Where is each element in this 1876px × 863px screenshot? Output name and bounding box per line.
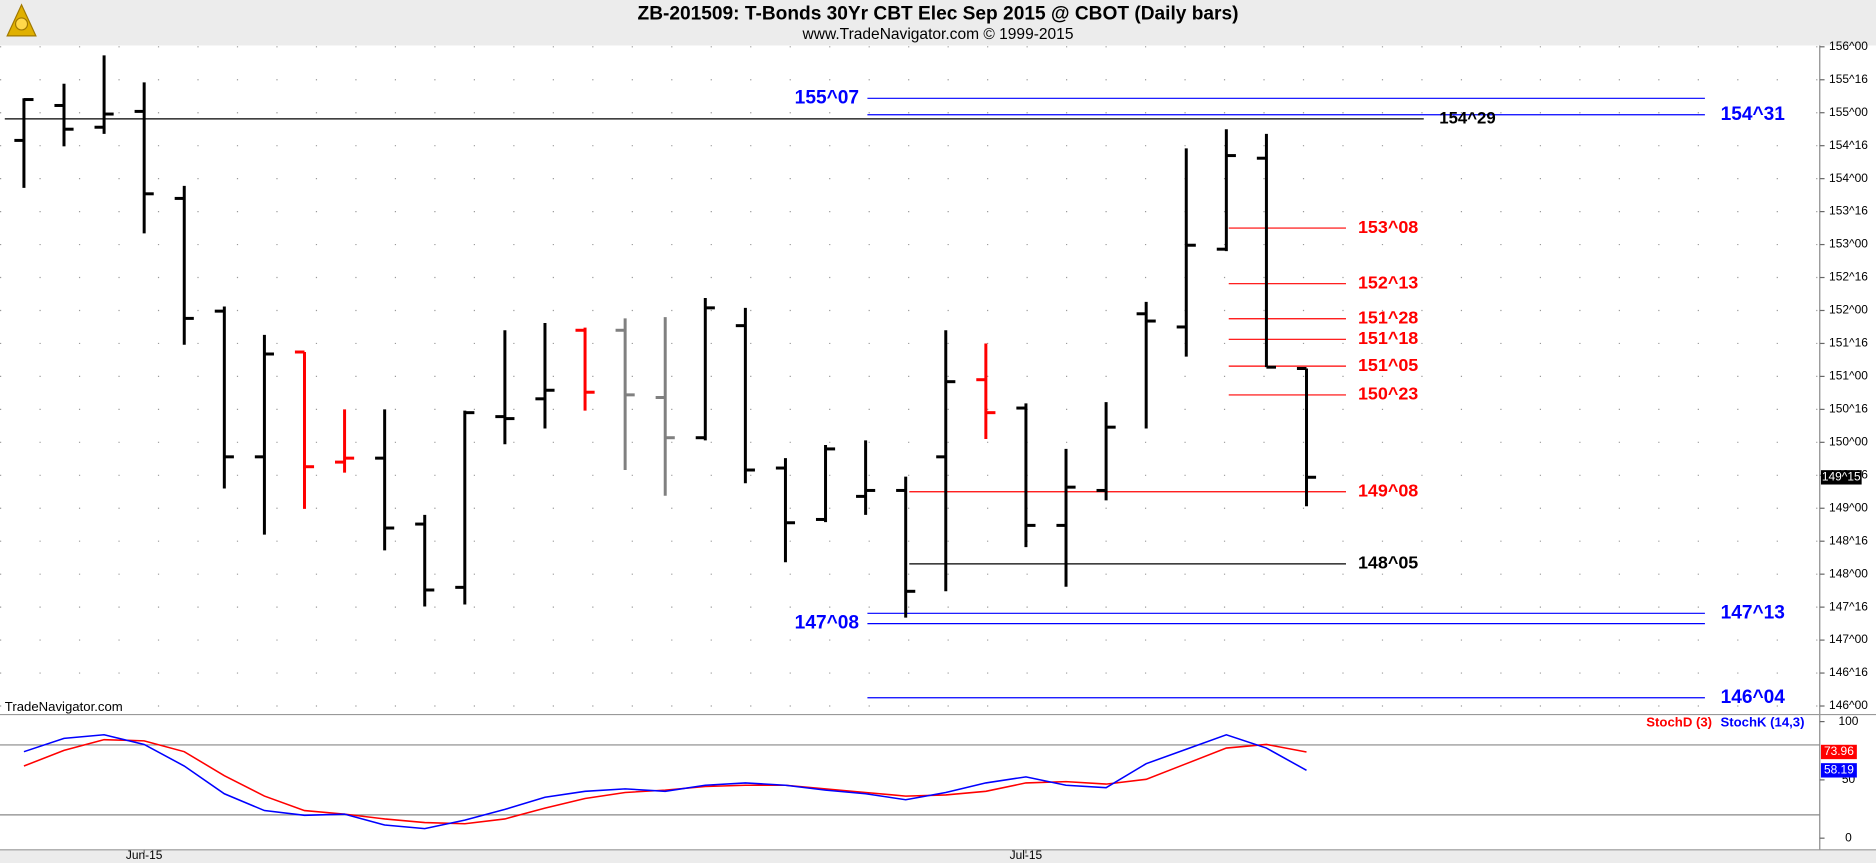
- level-label: 154^31: [1721, 104, 1786, 125]
- y-tick-label: 0: [1845, 830, 1852, 844]
- last-value-box: [1820, 763, 1857, 778]
- legend-entry: StochD (3): [1646, 714, 1712, 729]
- y-tick-label: 156^00: [1829, 39, 1868, 53]
- level-label: 154^29: [1439, 108, 1495, 127]
- y-tick-label: 147^00: [1829, 632, 1868, 646]
- axis-area: [1819, 45, 1876, 850]
- x-tick-label: Jun-15: [126, 848, 163, 862]
- y-tick-label: 149^00: [1829, 500, 1868, 514]
- y-tick-label: 151^16: [1829, 336, 1868, 350]
- y-tick-label: 154^16: [1829, 138, 1868, 152]
- last-value-box: [1820, 744, 1857, 760]
- y-tick-label: 148^00: [1829, 566, 1868, 580]
- y-tick-label: 155^00: [1829, 105, 1868, 119]
- level-label: 151^18: [1358, 328, 1418, 348]
- y-tick-label: 153^16: [1829, 204, 1868, 218]
- level-label: 153^08: [1358, 217, 1418, 237]
- last-price-label: 149^15: [1822, 470, 1861, 484]
- y-tick-label: 150^16: [1829, 402, 1868, 416]
- y-tick-label: 150^00: [1829, 434, 1868, 448]
- level-label: 147^13: [1721, 602, 1785, 623]
- level-label: 151^05: [1358, 355, 1418, 375]
- level-label: 151^28: [1358, 307, 1418, 327]
- level-label: 150^23: [1358, 384, 1418, 404]
- level-label: 147^08: [795, 613, 860, 634]
- y-tick-label: 148^16: [1829, 533, 1868, 547]
- last-value-label: 73.96: [1824, 744, 1854, 758]
- chart-subtitle: www.TradeNavigator.com © 1999-2015: [802, 26, 1074, 43]
- y-tick-label: 146^00: [1829, 698, 1868, 712]
- y-tick-label: 100: [1839, 714, 1859, 728]
- y-tick-label: 155^16: [1829, 72, 1868, 86]
- level-label: 146^04: [1721, 687, 1786, 708]
- last-price-box: [1820, 470, 1862, 485]
- y-tick-label: 152^00: [1829, 303, 1868, 317]
- plot-area: [0, 45, 1820, 850]
- y-tick-label: 146^16: [1829, 665, 1868, 679]
- y-tick-label: 152^16: [1829, 270, 1868, 284]
- logo: [6, 3, 37, 37]
- level-label: 152^13: [1358, 272, 1418, 292]
- watermark: TradeNavigator.com: [5, 699, 123, 714]
- y-tick-label: 151^00: [1829, 369, 1868, 383]
- x-tick-label: Jul-15: [1010, 848, 1043, 862]
- stoch-line: [23, 738, 1307, 825]
- last-value-label: 58.19: [1824, 762, 1854, 776]
- y-tick-label: 154^00: [1829, 171, 1868, 185]
- level-label: 155^07: [795, 87, 859, 108]
- stoch-line: [23, 733, 1307, 830]
- level-label: 148^05: [1358, 553, 1418, 573]
- legend-entry: StochK (14,3): [1720, 714, 1804, 729]
- y-tick-label: 153^00: [1829, 237, 1868, 251]
- y-tick-label: 147^16: [1829, 599, 1868, 613]
- chart-title: ZB-201509: T-Bonds 30Yr CBT Elec Sep 201…: [638, 3, 1239, 24]
- level-label: 149^08: [1358, 480, 1418, 500]
- logo-circle: [14, 17, 29, 31]
